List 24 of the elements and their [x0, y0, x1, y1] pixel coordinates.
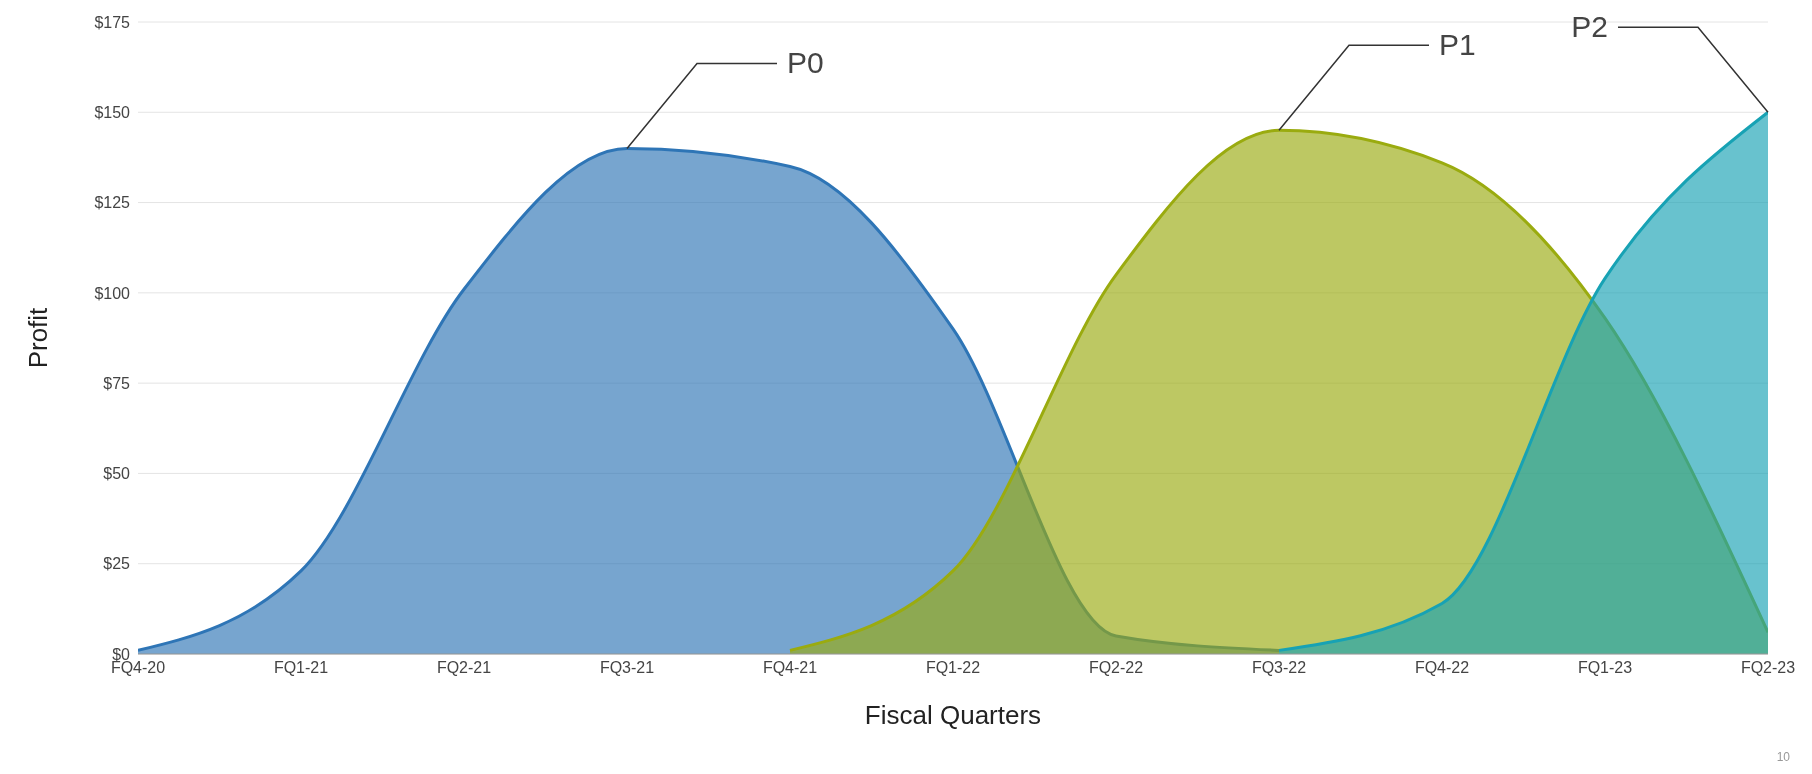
x-axis-title: Fiscal Quarters	[864, 700, 1042, 730]
y-tick-label: $25	[103, 555, 131, 573]
y-tick-label: $175	[94, 13, 131, 31]
x-tick-label: FQ1-22	[925, 659, 981, 677]
annotation: P2	[1571, 10, 1608, 44]
annotation: P1	[1439, 28, 1476, 62]
text: 10	[1776, 750, 1790, 764]
y-tick-label: $100	[94, 284, 131, 302]
x-tick-label: FQ3-21	[599, 659, 655, 677]
x-tick-label: FQ2-23	[1740, 659, 1796, 677]
y-tick-label: $150	[94, 103, 131, 121]
y-tick-label: $50	[103, 465, 131, 483]
x-tick-label: FQ1-23	[1577, 659, 1633, 677]
x-tick-label: FQ4-21	[762, 659, 818, 677]
y-tick-label: $125	[94, 194, 131, 212]
y-axis-title: Profit	[23, 306, 54, 369]
x-tick-label: FQ2-22	[1088, 659, 1144, 677]
y-tick-label: $0	[112, 645, 131, 663]
y-tick-label: $75	[103, 374, 131, 392]
x-tick-label: FQ2-21	[436, 659, 492, 677]
x-tick-label: FQ3-22	[1251, 659, 1307, 677]
x-tick-label: FQ1-21	[273, 659, 329, 677]
annotation: P0	[787, 46, 824, 80]
x-tick-label: FQ4-22	[1414, 659, 1470, 677]
